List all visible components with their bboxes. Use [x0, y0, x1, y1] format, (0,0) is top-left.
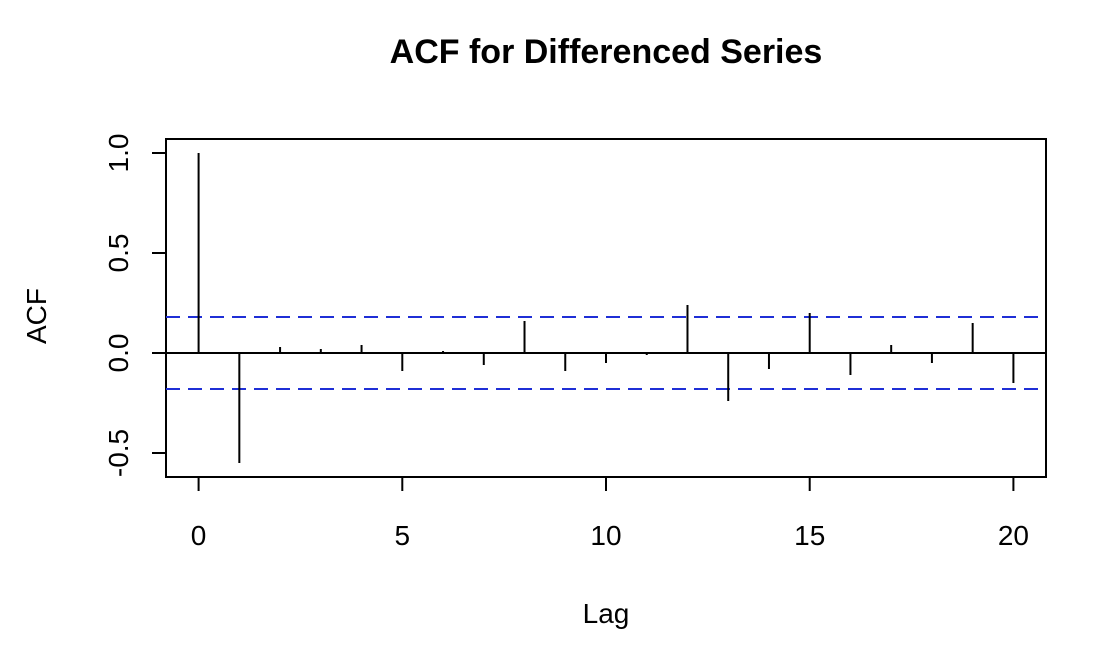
y-tick-label: -0.5	[103, 429, 134, 477]
y-tick-label: 0.5	[103, 234, 134, 273]
y-axis-label: ACF	[21, 288, 52, 344]
x-tick-label: 20	[998, 520, 1029, 551]
plot-frame	[165, 138, 1047, 478]
x-tick-label: 15	[794, 520, 825, 551]
x-tick-label: 5	[395, 520, 411, 551]
acf-bars	[197, 153, 1015, 463]
confidence-bounds	[166, 316, 1046, 390]
y-axis: -0.5 0.0 0.5 1.0	[103, 134, 167, 477]
x-axis-label: Lag	[583, 598, 630, 629]
y-tick-label: 0.0	[103, 334, 134, 373]
y-tick-label: 1.0	[103, 134, 134, 173]
x-tick-label: 0	[191, 520, 207, 551]
x-tick-label: 10	[590, 520, 621, 551]
x-axis: 0 5 10 15 20	[191, 476, 1029, 551]
chart-title: ACF for Differenced Series	[390, 33, 823, 71]
